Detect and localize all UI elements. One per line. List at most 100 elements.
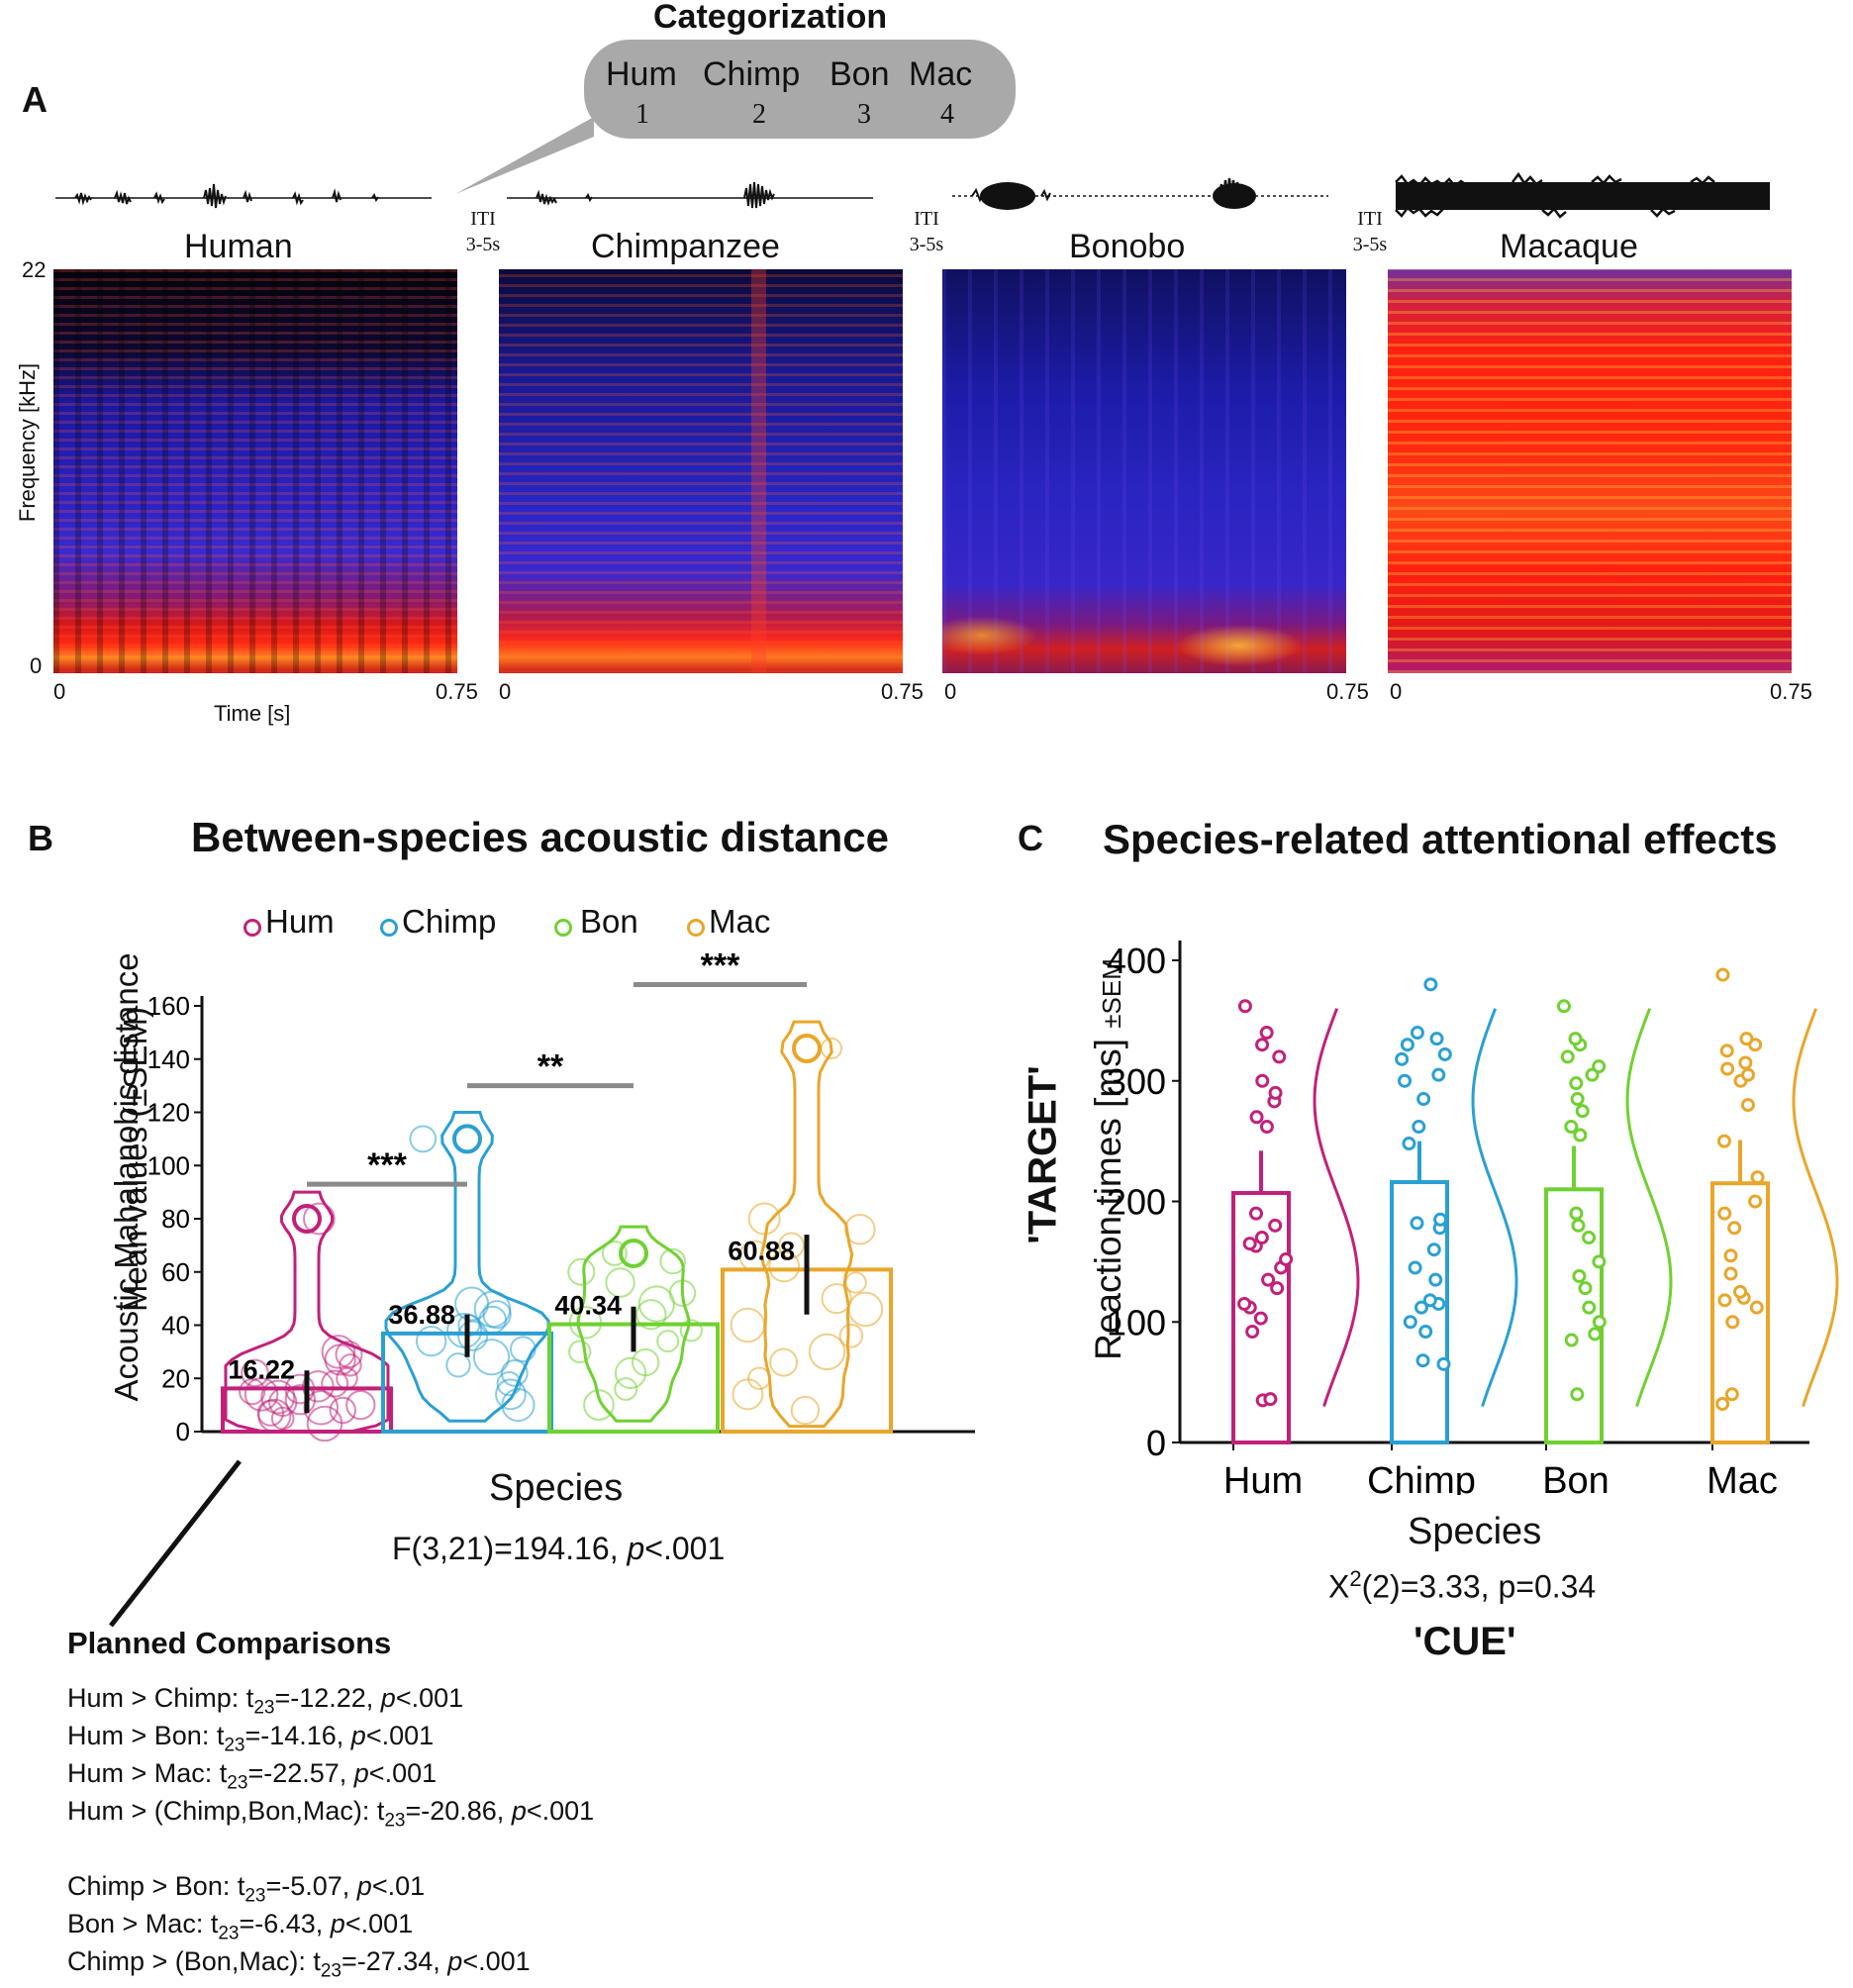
data-point-bon [614,1356,647,1390]
waveform-macaque [1395,171,1770,219]
density-curve-hum [1313,1008,1360,1407]
planned-comparison-part: =-22.57, [247,1758,354,1788]
y-tick-label: 160 [147,991,190,1021]
species-title-bonobo: Bonobo [1069,228,1186,265]
bar-hum [1231,1190,1291,1445]
data-point-hum [1253,1311,1268,1326]
data-point-chimp [1410,1026,1424,1041]
time-tick-start-4: 0 [1390,679,1403,704]
data-point-mac [778,1232,805,1259]
data-point-mac [738,1240,771,1272]
data-point-chimp [1395,1051,1410,1066]
planned-comparisons-heading: Planned Comparisons [67,1626,392,1660]
iti-text: ITI [1357,208,1383,230]
data-point-bon [1564,1333,1579,1347]
data-point-bon [1592,1254,1607,1269]
planned-comparison-part: =-12.22, [274,1683,381,1713]
data-point-hum [303,1202,336,1236]
planned-comparison-part: =-20.86, [405,1796,512,1826]
panel-b-xlabel: Species [489,1467,624,1509]
data-point-bon [1571,1218,1586,1233]
categorization-title: Categorization [653,0,888,36]
bubble-number-4: 4 [940,99,954,130]
data-point-mac [1750,1170,1765,1185]
planned-comparison-part: p [356,1871,372,1901]
data-point-mac [1715,1397,1730,1412]
planned-comparison-part: <.001 [462,1946,531,1976]
data-point-bon [668,1279,697,1307]
data-point-chimp [1414,1300,1428,1315]
planned-comparison-part: Hum > Mac: t [67,1758,228,1788]
data-point-mac [1748,1194,1763,1209]
time-tick-start-3: 0 [944,679,957,704]
data-point-chimp [1423,977,1438,992]
data-point-mac [768,1250,801,1283]
data-point-hum [1259,1026,1274,1041]
value-label-chimp: 36.88 [388,1300,455,1330]
iti-label-2: ITI 3-5s [897,206,956,257]
data-point-bon [1592,1315,1607,1330]
data-point-hum [1268,1218,1283,1233]
significance-stars: ** [537,1048,564,1086]
data-point-chimp [1410,1216,1424,1231]
y-tick-label: 0 [1146,1423,1166,1463]
panel-c-title: Species-related attentional effects [1103,816,1778,862]
planned-comparison-part: 23 [227,1772,248,1794]
data-point-bon [1556,999,1571,1014]
y-tick-label: 300 [1107,1061,1166,1102]
data-point-mac [1723,1248,1738,1263]
data-point-hum [1272,1049,1287,1064]
planned-comparison-part: =-5.07, [265,1871,357,1901]
data-point-bon [1588,1327,1603,1342]
data-point-hum [302,1370,335,1403]
data-point-hum [1255,1038,1270,1052]
data-point-mac [847,1291,884,1328]
data-point-bon [1570,1387,1585,1402]
panel-c-stats-rest: (2)=3.33, p=0.34 [1361,1568,1597,1605]
data-point-hum [1245,1324,1260,1339]
time-tick-start-2: 0 [499,679,512,704]
data-point-hum [1249,1110,1264,1125]
outlier-point-bon [619,1238,648,1268]
data-point-bon [601,1240,628,1266]
panel-c-letter: C [1018,818,1043,858]
bubble-label-mac: Mac [909,55,973,93]
panel-c-xlabel: Species [1408,1511,1542,1552]
panel-b-stats: F(3,21)=194.16, p<.001 [392,1531,725,1567]
data-point-bon [567,1257,596,1286]
spectrogram-bonobo [942,269,1346,673]
panel-c-stats-x: X [1328,1568,1350,1605]
significance-stars: *** [701,950,740,985]
data-point-mac [1716,1134,1731,1148]
waveform-chimpanzee [507,181,873,209]
y-tick-label: 20 [161,1363,190,1393]
planned-comparison-line: Bon > Mac: t23=-6.43, p<.001 [67,1909,413,1944]
data-point-chimp [415,1325,447,1357]
panel-c-stats: X2(2)=3.33, p=0.34 [1328,1566,1596,1606]
data-point-hum [239,1378,266,1406]
x-tick-label-mac: Mac [1707,1460,1778,1495]
y-tick-label: 120 [147,1098,190,1128]
data-point-hum [1263,1392,1278,1407]
bubble-number-2: 2 [752,99,766,130]
bubble-label-chimp: Chimp [703,55,801,93]
data-point-chimp [1400,1038,1414,1052]
data-point-hum [339,1353,362,1377]
data-point-hum [284,1373,316,1405]
legend-marker-hum [244,919,261,937]
data-point-chimp [1429,1032,1444,1046]
iti-text: ITI [470,208,496,230]
data-point-bon [1564,1120,1579,1135]
planned-comparison-part: =-27.34, [341,1946,448,1976]
data-point-chimp [500,1358,529,1387]
data-point-mac [808,1333,846,1371]
time-tick-end-4: 0.75 [1770,679,1812,704]
data-point-mac [1715,967,1730,982]
freq-axis-bottom: 0 [30,653,43,678]
data-point-hum [1248,1206,1263,1221]
data-point-chimp [1433,1212,1448,1227]
panel-b-stats-prefix: F(3,21)=194.16, [392,1531,628,1566]
data-point-hum [1237,999,1252,1014]
data-point-chimp [473,1290,512,1329]
bubble-number-3: 3 [857,99,871,130]
